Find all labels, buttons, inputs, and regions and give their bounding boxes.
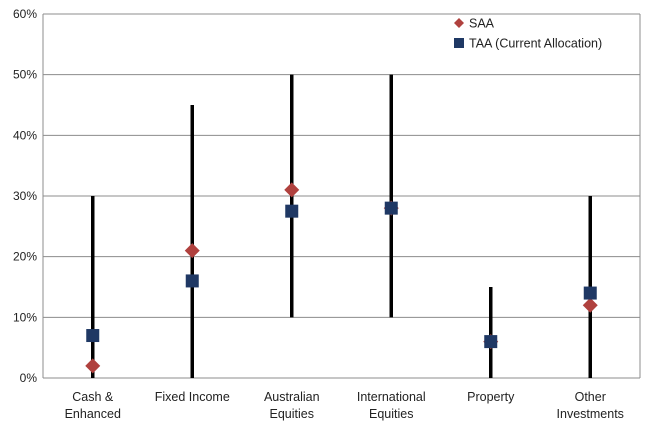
data-markers: [85, 182, 598, 374]
saa-marker: [184, 243, 200, 259]
x-category-label: Property: [467, 390, 515, 404]
saa-marker: [284, 182, 300, 198]
x-category-label: Australian Equities: [264, 390, 320, 421]
y-tick-label: 30%: [13, 189, 37, 203]
y-axis-tick-labels: 0% 10% 20% 30% 40% 50% 60%: [13, 7, 37, 385]
y-tick-label: 0%: [20, 371, 38, 385]
taa-marker: [484, 335, 498, 349]
x-category-label: Other Investments: [557, 390, 624, 421]
y-tick-label: 10%: [13, 310, 37, 324]
taa-marker: [285, 204, 299, 218]
range-lines: [91, 74, 592, 378]
saa-marker: [582, 297, 598, 313]
saa-marker: [85, 358, 101, 374]
legend-label: TAA (Current Allocation): [469, 37, 602, 51]
x-axis-category-labels: Cash & Enhanced Fixed Income Australian Equi…: [65, 390, 624, 421]
legend: SAA TAA (Current Allocation): [454, 17, 602, 51]
x-category-label: International Equities: [357, 390, 426, 421]
taa-marker: [384, 201, 398, 215]
y-tick-label: 50%: [13, 68, 37, 82]
taa-marker: [86, 329, 100, 343]
taa-marker: [583, 286, 597, 300]
legend-saa-swatch: [454, 18, 464, 28]
taa-marker: [185, 274, 199, 288]
x-category-label: Cash & Enhanced: [65, 390, 121, 421]
legend-taa-swatch: [454, 38, 464, 48]
gridlines: [42, 13, 641, 379]
legend-label: SAA: [469, 17, 495, 31]
y-tick-label: 60%: [13, 7, 37, 21]
y-tick-label: 40%: [13, 128, 37, 142]
x-category-label: Fixed Income: [155, 390, 230, 404]
y-tick-label: 20%: [13, 250, 37, 264]
